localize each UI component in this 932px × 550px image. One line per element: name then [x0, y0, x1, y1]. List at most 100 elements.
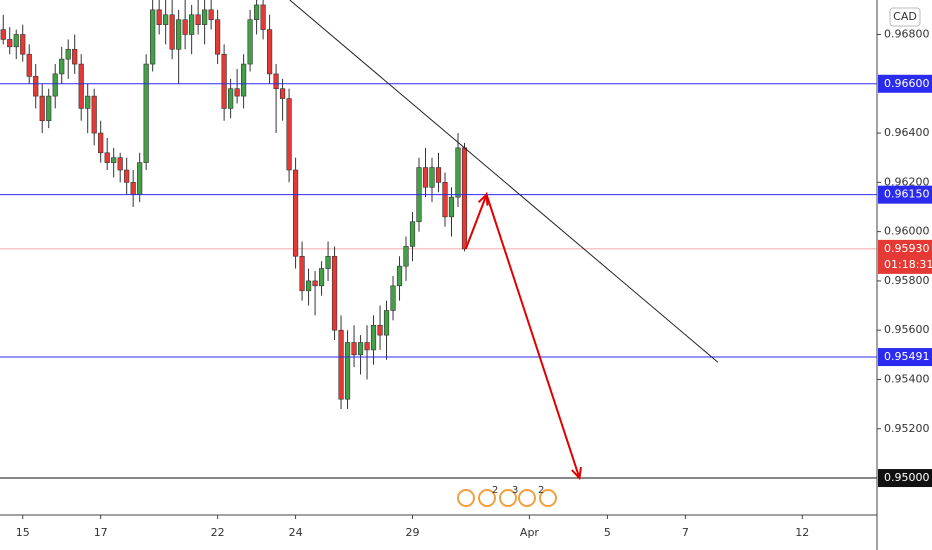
- level-label-box: [878, 185, 932, 204]
- candle-body: [279, 88, 286, 99]
- candle-body: [286, 98, 292, 171]
- level-label-box: [878, 469, 932, 488]
- current-price-box: [878, 239, 932, 274]
- candle-body: [46, 95, 52, 122]
- candle-body: [403, 246, 409, 267]
- candle-body: [33, 76, 39, 97]
- candle-body: [260, 4, 266, 30]
- candle-body: [455, 147, 461, 198]
- y-tick-label: 0.96400: [884, 126, 930, 139]
- candle-body: [435, 167, 442, 183]
- x-tick-label: 29: [406, 526, 420, 539]
- candle-body: [312, 280, 318, 287]
- candle-body: [13, 34, 19, 48]
- level-label: 0.95491: [884, 350, 930, 363]
- candle-body: [273, 73, 279, 90]
- candle-body: [195, 14, 201, 25]
- current-price-label: 0.95930: [884, 242, 930, 255]
- candle-body: [39, 95, 45, 122]
- candle-body: [266, 29, 273, 75]
- candle-body: [364, 342, 370, 351]
- candle-body: [461, 147, 468, 250]
- currency-label: CAD: [893, 10, 917, 23]
- candle-body: [72, 48, 78, 65]
- event-count: 3: [512, 485, 518, 496]
- candle-body: [26, 53, 32, 77]
- candle-body: [202, 9, 208, 25]
- candle-body: [390, 285, 396, 311]
- level-label: 0.96150: [884, 188, 930, 201]
- candle-body: [351, 342, 357, 356]
- arrow-head: [477, 192, 489, 206]
- candle-body: [305, 280, 312, 292]
- candle-body: [383, 310, 390, 336]
- event-icon: [457, 489, 475, 507]
- event-icon: [478, 489, 496, 507]
- level-label: 0.96600: [884, 77, 930, 90]
- candle-body: [377, 324, 383, 336]
- candle-body: [422, 167, 429, 188]
- event-icon: [539, 489, 557, 507]
- y-tick-label: 0.96000: [884, 225, 930, 238]
- level-label-box: [878, 348, 932, 367]
- candle-body: [331, 255, 338, 331]
- candle-body: [20, 34, 26, 55]
- candle-body: [98, 132, 104, 154]
- event-count: 2: [538, 485, 544, 496]
- candle-body: [130, 182, 136, 195]
- candle-body: [228, 88, 234, 109]
- plot-area: [0, 0, 877, 481]
- candle-body: [299, 255, 305, 292]
- trendline: [289, 0, 719, 363]
- countdown-label: 01:18:31: [884, 258, 932, 271]
- event-markers: 2 3 2: [457, 485, 557, 507]
- x-tick-label: 24: [289, 526, 303, 539]
- candle-body: [117, 157, 123, 171]
- arrow-head: [571, 467, 582, 481]
- candle-body: [0, 29, 6, 40]
- candle-body: [124, 169, 130, 183]
- level-label: 0.95000: [884, 471, 930, 484]
- x-tick-label: 12: [795, 526, 809, 539]
- event-icon: [499, 489, 517, 507]
- x-tick-label: 7: [682, 526, 689, 539]
- candle-body: [65, 48, 71, 60]
- candle-body: [344, 342, 351, 400]
- candle-body: [156, 9, 162, 25]
- y-tick-label: 0.95400: [884, 372, 930, 385]
- candle-body: [104, 152, 110, 163]
- candle-body: [241, 63, 247, 97]
- y-tick-label: 0.95600: [884, 323, 930, 336]
- candle-body: [396, 265, 403, 287]
- candle-body: [189, 14, 195, 35]
- y-tick-label: 0.95800: [884, 274, 930, 287]
- candle-body: [338, 329, 344, 400]
- candle-body: [137, 162, 143, 195]
- x-tick-label: 17: [94, 526, 108, 539]
- candle-body: [91, 95, 97, 134]
- event-count: 2: [492, 485, 498, 496]
- candle-body: [169, 14, 175, 50]
- y-tick-label: 0.96200: [884, 175, 930, 188]
- x-tick-label: 22: [211, 526, 225, 539]
- candle-body: [85, 95, 91, 109]
- level-label-box: [878, 74, 932, 93]
- candle-body: [429, 167, 435, 188]
- candle-body: [448, 196, 455, 218]
- candle-body: [143, 63, 149, 163]
- candle-body: [182, 19, 188, 35]
- candle-body: [247, 19, 253, 65]
- x-tick-label: Apr: [520, 526, 540, 539]
- event-icon: [518, 489, 536, 507]
- candle-body: [254, 4, 260, 21]
- candle-body: [292, 169, 299, 257]
- x-tick-label: 15: [16, 526, 30, 539]
- candle-body: [7, 39, 13, 48]
- candle-body: [78, 63, 84, 109]
- candle-body: [215, 19, 221, 55]
- candle-body: [176, 19, 182, 50]
- candle-body: [208, 9, 214, 21]
- candle-body: [52, 73, 58, 97]
